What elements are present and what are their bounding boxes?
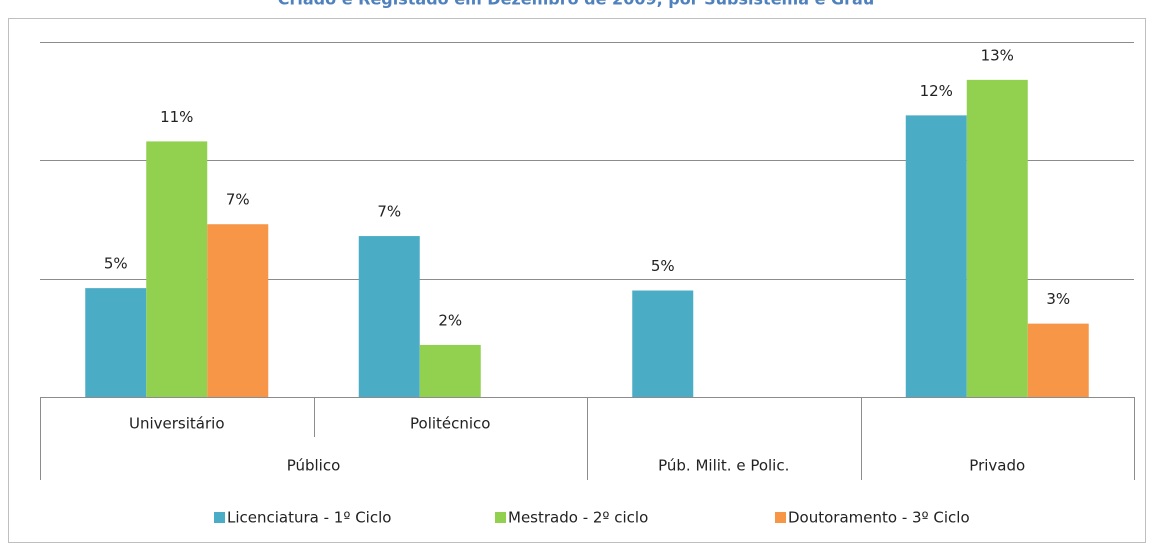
legend-swatch [495,512,506,523]
bar [358,236,420,397]
bar [419,344,481,397]
chart-title: Criado e Registado em Dezembro de 2009, … [278,0,874,9]
data-label: 11% [160,108,193,126]
bar [146,141,208,397]
legend-swatch [214,512,225,523]
x-group-label: Privado [969,457,1025,475]
x-tick-label: Universitário [129,415,225,433]
data-label: 5% [651,257,675,275]
x-group-label: Público [287,457,341,475]
legend-label: Doutoramento - 3º Ciclo [788,509,970,527]
bar [207,224,269,397]
data-label: 12% [920,82,953,100]
data-label: 7% [377,203,401,221]
x-tick-label: Politécnico [410,415,490,433]
bar [966,79,1028,397]
bar [632,290,694,397]
x-group-label: Púb. Milit. e Polic. [658,457,789,475]
bar [1027,323,1089,397]
data-label: 3% [1046,290,1070,308]
data-label: 2% [438,311,462,329]
legend-label: Licenciatura - 1º Ciclo [227,509,391,527]
legend-label: Mestrado - 2º ciclo [508,509,648,527]
bar [85,288,147,397]
data-label: 5% [104,255,128,273]
data-label: 13% [981,46,1014,64]
legend-swatch [775,512,786,523]
bar [905,115,967,397]
data-label: 7% [226,191,250,209]
